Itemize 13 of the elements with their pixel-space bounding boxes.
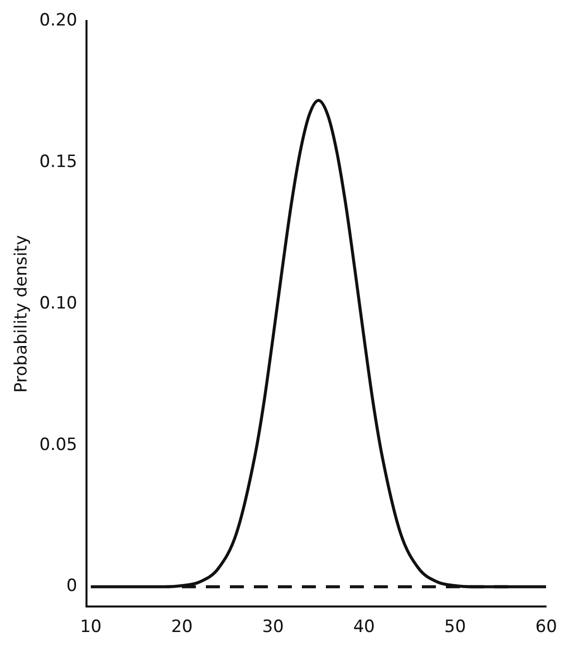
x-tick-label: 40 <box>353 617 375 638</box>
x-tick-label: 20 <box>171 617 193 638</box>
x-tick-label: 30 <box>262 617 284 638</box>
y-tick-label: 0.05 <box>39 434 78 455</box>
y-tick-label: 0 <box>66 576 78 596</box>
line-series <box>89 98 546 588</box>
y-tick-label: 0.20 <box>39 10 78 31</box>
x-tick-label: 50 <box>444 617 466 638</box>
x-tick-label: 10 <box>80 617 102 638</box>
x-tick-label: 60 <box>535 617 558 638</box>
y-tick-label: 0.10 <box>39 293 78 314</box>
y-tick-label: 0.15 <box>39 152 78 172</box>
y-axis-title: Probability density <box>12 235 32 393</box>
